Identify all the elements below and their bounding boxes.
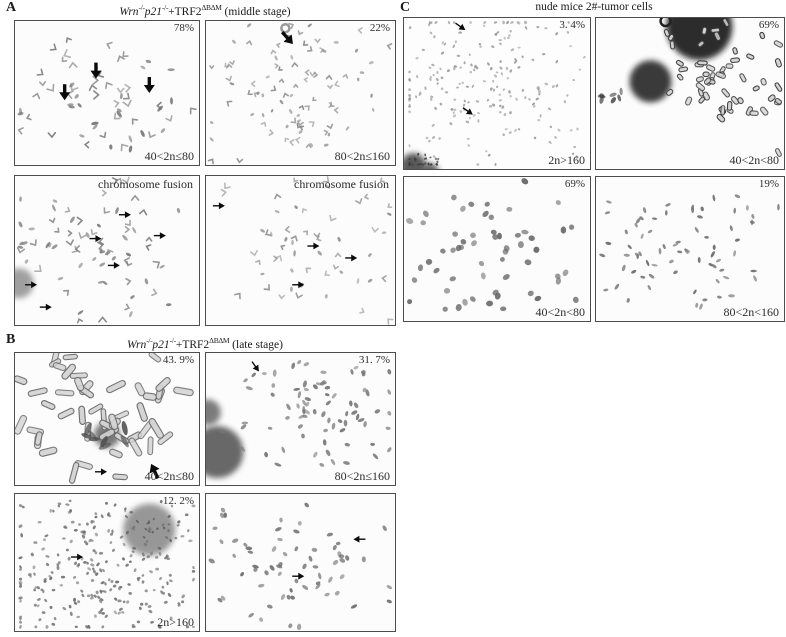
percent-label: 12. 2% bbox=[162, 495, 194, 507]
title-part: nude mice 2#-tumor cells bbox=[535, 1, 653, 13]
micrograph-a2: 22% 80<2n≤160 bbox=[205, 20, 396, 166]
micrograph-c1: 3. 4% 2n>160 bbox=[403, 17, 591, 170]
panel-a-label: A bbox=[6, 0, 17, 15]
title-part: -/- bbox=[138, 3, 145, 12]
title-part: Wrn bbox=[119, 5, 139, 18]
title-part: ΔBΔM bbox=[201, 3, 222, 12]
percent-label: 78% bbox=[173, 22, 194, 34]
fusion-label: chromosome fusion bbox=[98, 177, 193, 191]
micrograph-a3: chromosome fusion bbox=[14, 175, 200, 326]
title-part: Wrn bbox=[127, 338, 147, 351]
title-part: (late stage) bbox=[229, 338, 283, 351]
panel-b-label: B bbox=[6, 332, 16, 347]
percent-label: 3. 4% bbox=[559, 19, 585, 31]
chromosome-spread-image bbox=[207, 22, 393, 165]
percent-label: 69% bbox=[564, 178, 585, 190]
ploidy-range-label: 2n>160 bbox=[548, 153, 585, 167]
panel-b-title: Wrn-/-p21-/-+TRF2ΔBΔM (late stage) bbox=[14, 333, 396, 353]
ploidy-range-label: 2n>160 bbox=[157, 615, 194, 629]
micrograph-a4: chromosome fusion bbox=[205, 175, 396, 326]
percent-label: 19% bbox=[758, 178, 779, 190]
title-part: (middle stage) bbox=[221, 5, 291, 18]
micrograph-c2: 69% 40<2n<80 bbox=[595, 17, 785, 170]
micrograph-a1: 78% 40<2n≤80 bbox=[14, 20, 200, 166]
chromosome-spread-image bbox=[599, 194, 780, 310]
chromosome-spread-image bbox=[18, 499, 196, 629]
title-part: p21 bbox=[152, 338, 170, 351]
ploidy-range-label: 40<2n≤80 bbox=[144, 149, 194, 163]
micrograph-c4: 19% 80<2n<160 bbox=[595, 176, 785, 322]
chromosome-spread-image bbox=[404, 20, 586, 169]
chromosome-spread-image bbox=[17, 37, 197, 153]
chromosome-spread-image bbox=[406, 178, 579, 312]
ploidy-range-label: 40<2n≤80 bbox=[144, 469, 194, 483]
micrograph-b3: 12. 2% 2n>160 bbox=[14, 493, 200, 632]
percent-label: 22% bbox=[369, 22, 390, 34]
title-part: -/- bbox=[169, 336, 176, 345]
chromosome-spread-image bbox=[15, 353, 194, 484]
title-part: +TRF2 bbox=[168, 5, 202, 18]
chromosome-spread-image bbox=[597, 18, 784, 157]
percent-label: 31. 7% bbox=[358, 354, 390, 366]
panel-c-label: C bbox=[400, 0, 411, 15]
panel-a-title: Wrn-/-p21-/-+TRF2ΔBΔM (middle stage) bbox=[14, 0, 396, 20]
chromosome-spread-image bbox=[212, 176, 394, 325]
percent-label: 69% bbox=[758, 19, 779, 31]
ploidy-range-label: 80<2n≤160 bbox=[334, 469, 390, 483]
chromosome-spread-image bbox=[15, 176, 181, 324]
micrograph-b4 bbox=[205, 493, 396, 632]
ploidy-range-label: 80<2n≤160 bbox=[334, 149, 390, 163]
chromosome-spread-image bbox=[208, 502, 393, 631]
title-part: p21 bbox=[144, 5, 162, 18]
micrograph-c3: 69% 40<2n<80 bbox=[403, 176, 591, 322]
chromosome-spread-image bbox=[206, 359, 392, 478]
panel-c-title: nude mice 2#-tumor cells bbox=[403, 0, 785, 15]
title-part: ΔBΔM bbox=[209, 336, 230, 345]
percent-label: 43. 9% bbox=[162, 354, 194, 366]
title-part: +TRF2 bbox=[175, 338, 210, 351]
fusion-label: chromosome fusion bbox=[294, 177, 389, 191]
ploidy-range-label: 40<2n<80 bbox=[535, 305, 585, 319]
title-part: -/- bbox=[161, 3, 169, 12]
micrograph-b2: 31. 7% 80<2n≤160 bbox=[205, 352, 396, 486]
ploidy-range-label: 80<2n<160 bbox=[723, 305, 779, 319]
ploidy-range-label: 40<2n<80 bbox=[729, 153, 779, 167]
title-part: -/- bbox=[146, 336, 153, 345]
micrograph-b1: 43. 9% 40<2n≤80 bbox=[14, 352, 200, 486]
